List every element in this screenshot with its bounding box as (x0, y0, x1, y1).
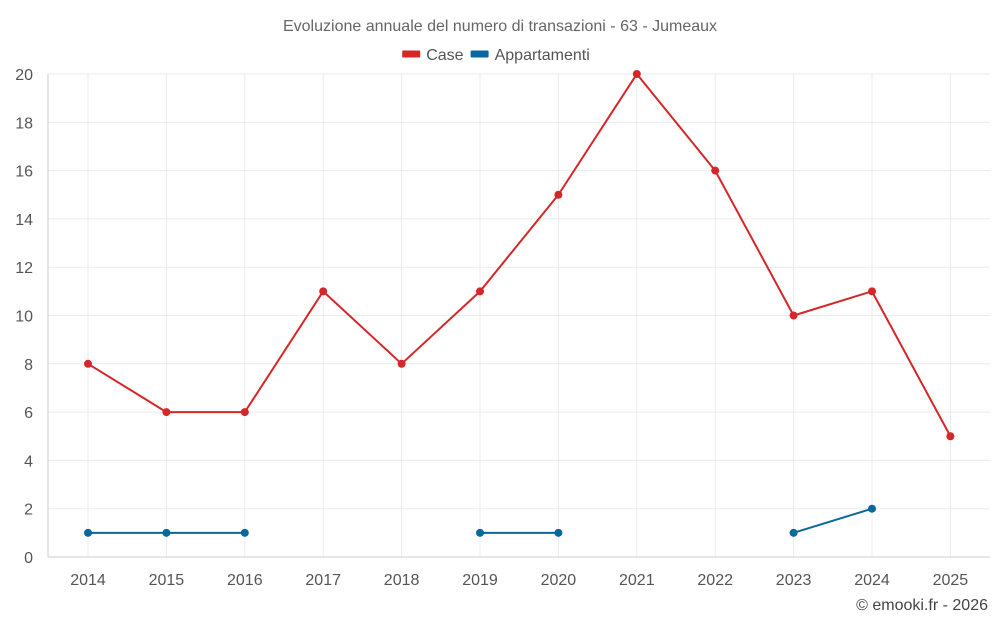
grid (48, 73, 990, 558)
data-point-appartamenti (476, 528, 484, 537)
x-axis-ticks: 2014 2015 2016 2017 2018 2019 2020 2021 2022 2023… (70, 572, 968, 589)
legend-label-case: Case (426, 47, 463, 64)
legend-swatch-appartamenti (470, 50, 489, 58)
data-point-case (946, 432, 955, 441)
legend-label-appartamenti: Appartamenti (495, 47, 590, 64)
data-point-appartamenti (84, 528, 92, 537)
chart-title: Evoluzione annuale del numero di transaz… (283, 18, 717, 35)
x-tick-label: 2022 (697, 572, 733, 589)
data-point-case (554, 190, 563, 199)
x-tick-label: 2024 (854, 572, 890, 589)
data-point-appartamenti (554, 528, 563, 537)
data-point-case (632, 70, 641, 78)
x-tick-label: 2016 (227, 572, 263, 589)
y-axis-ticks: 0 2 4 6 8 10 12 14 16 18 20 (15, 67, 33, 567)
x-tick-label: 2021 (619, 572, 655, 589)
y-tick-label: 4 (24, 453, 33, 470)
x-tick-label: 2019 (462, 572, 498, 589)
axes (47, 74, 990, 558)
series-appartamenti (84, 504, 876, 537)
x-tick-label: 2025 (933, 572, 969, 589)
x-tick-label: 2020 (541, 572, 577, 589)
x-tick-label: 2018 (384, 572, 420, 589)
legend: Case Appartamenti (402, 47, 590, 64)
y-tick-label: 16 (15, 164, 33, 181)
data-point-case (711, 166, 720, 175)
y-tick-label: 18 (15, 115, 33, 132)
legend-swatch-case (402, 50, 421, 58)
data-point-appartamenti (868, 504, 876, 513)
data-point-case (319, 287, 328, 296)
data-point-case (476, 287, 484, 296)
y-tick-label: 6 (24, 405, 33, 422)
y-tick-label: 14 (15, 212, 33, 229)
series-case (84, 70, 955, 441)
copyright-text: © emooki.fr - 2026 (856, 597, 988, 614)
y-tick-label: 20 (15, 67, 33, 84)
x-tick-label: 2014 (70, 572, 106, 589)
x-tick-label: 2015 (149, 572, 185, 589)
data-point-appartamenti (162, 528, 171, 537)
data-point-case (240, 408, 249, 417)
data-point-appartamenti (789, 528, 798, 537)
data-point-case (397, 359, 406, 368)
y-tick-label: 10 (15, 309, 33, 326)
data-point-case (789, 311, 798, 320)
y-tick-label: 8 (24, 357, 33, 374)
series-group (84, 70, 955, 537)
y-tick-label: 0 (24, 550, 33, 567)
data-point-case (84, 359, 92, 368)
x-tick-label: 2023 (776, 572, 812, 589)
y-tick-label: 12 (15, 260, 33, 277)
series-line-case (87, 73, 952, 437)
data-point-appartamenti (240, 528, 249, 537)
data-point-case (162, 408, 171, 417)
x-tick-label: 2017 (305, 572, 341, 589)
data-point-case (868, 287, 876, 296)
series-line-appartamenti (793, 507, 873, 534)
y-tick-label: 2 (24, 502, 33, 519)
